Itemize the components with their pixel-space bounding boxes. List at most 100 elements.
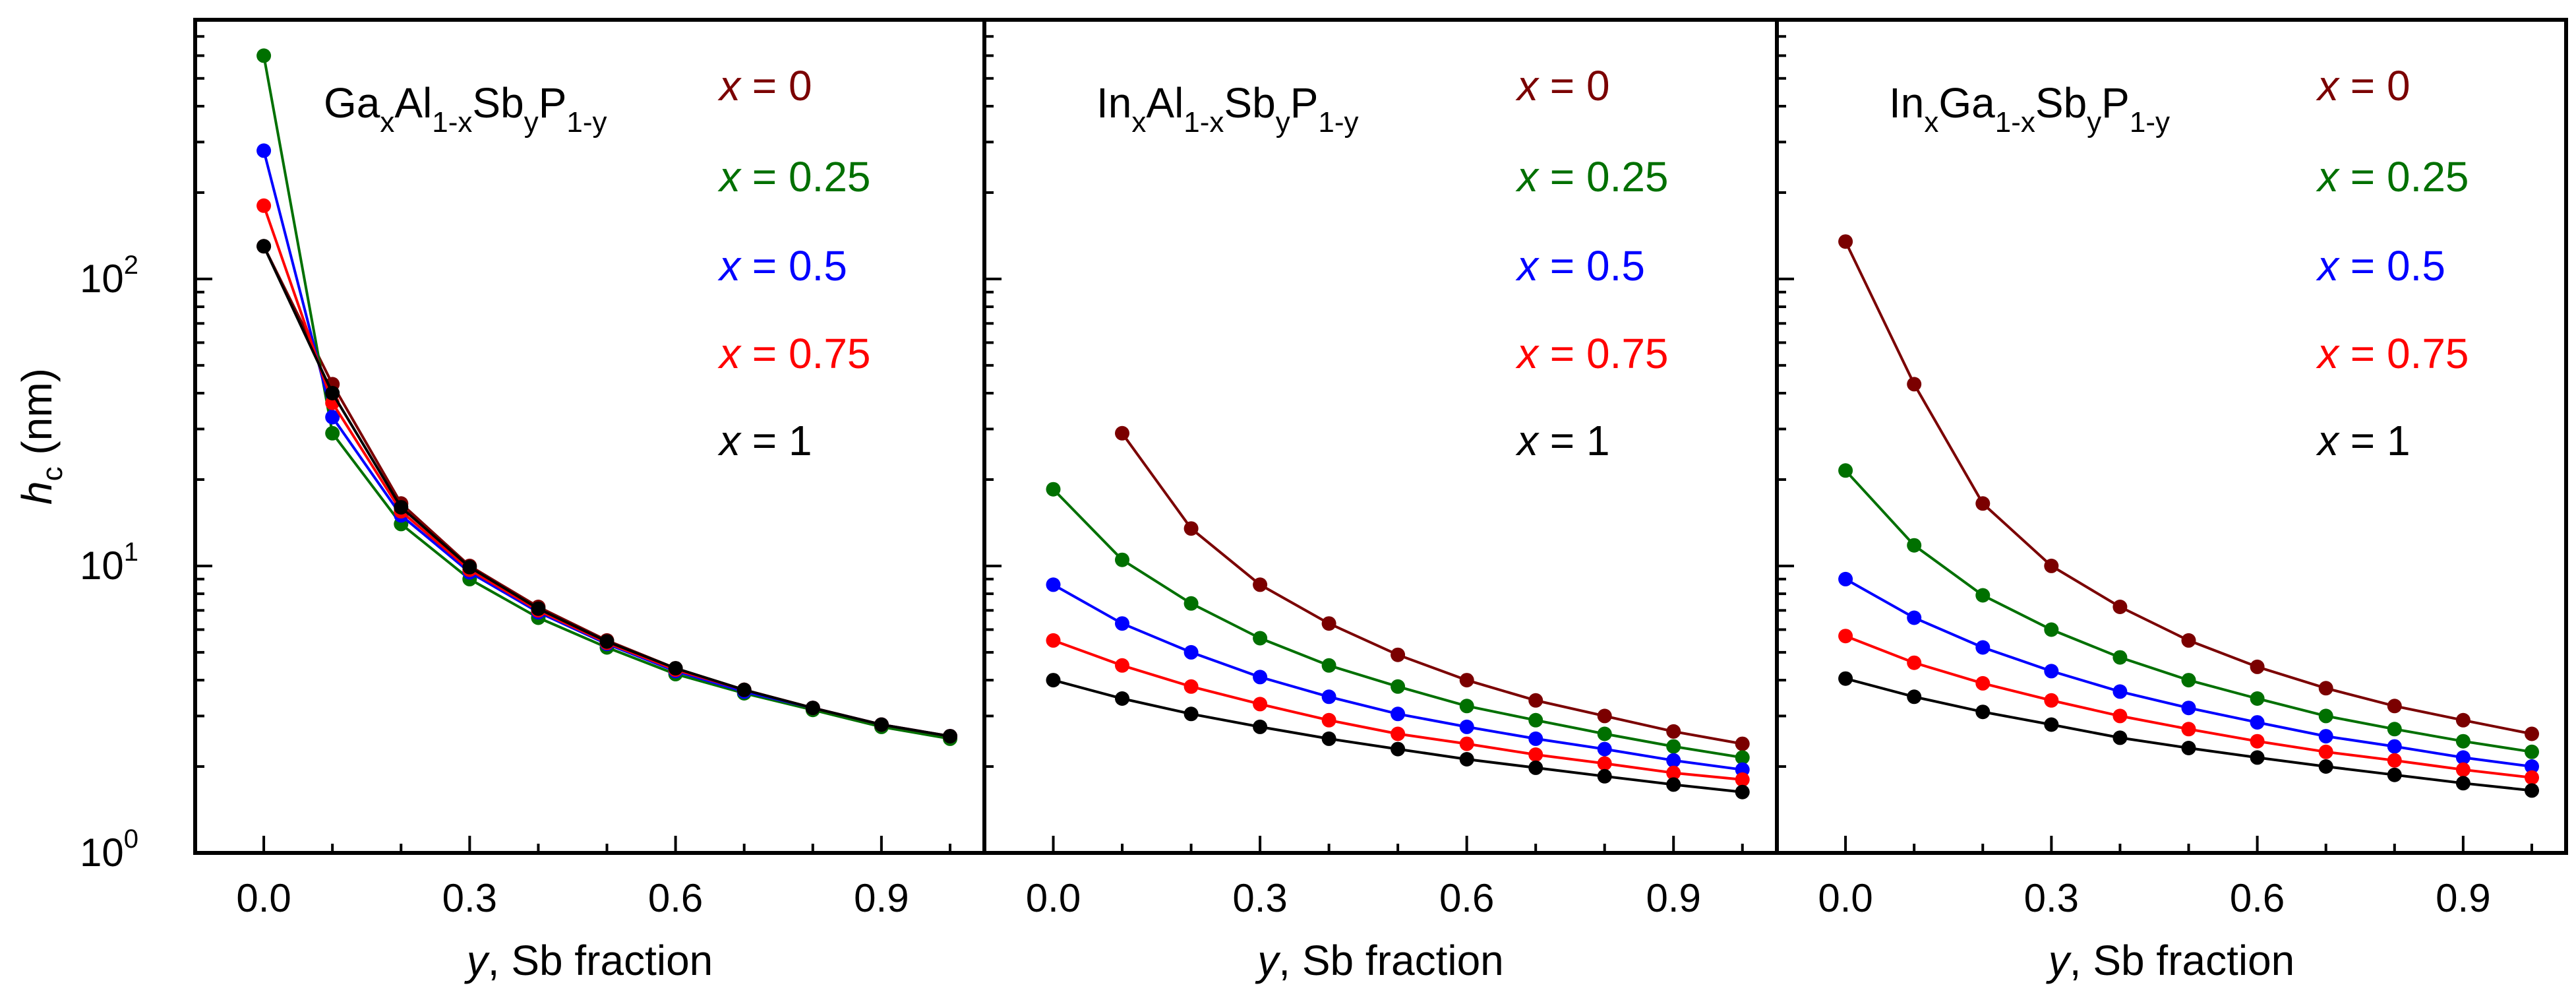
data-point xyxy=(2387,722,2402,737)
data-point xyxy=(1907,610,1922,625)
data-point xyxy=(2387,753,2402,768)
legend-entry: x = 0 xyxy=(1515,62,1610,110)
y-tick-label: 101 xyxy=(80,538,138,588)
data-point xyxy=(2387,767,2402,782)
data-point xyxy=(1046,482,1061,497)
x-tick-label: 0.9 xyxy=(854,876,909,920)
data-point xyxy=(1735,762,1750,777)
data-point xyxy=(1391,647,1406,662)
plot-content xyxy=(195,18,2539,854)
data-point xyxy=(2112,708,2128,724)
data-point xyxy=(1528,693,1543,708)
panel-1 xyxy=(195,18,957,854)
data-point xyxy=(2250,750,2265,765)
panel-2 xyxy=(984,18,1750,854)
data-point xyxy=(462,559,477,575)
data-point xyxy=(1391,726,1406,741)
x-tick-label: 0.3 xyxy=(1232,876,1287,920)
data-point xyxy=(2318,729,2333,744)
data-point xyxy=(256,239,272,254)
data-point xyxy=(2250,715,2265,730)
data-point xyxy=(1597,726,1612,741)
data-point xyxy=(2455,734,2471,749)
data-point xyxy=(2181,673,2196,688)
data-point xyxy=(1046,577,1061,592)
data-point xyxy=(1253,631,1268,646)
data-point xyxy=(1391,679,1406,694)
data-point xyxy=(2455,750,2471,765)
data-point xyxy=(1666,765,1681,780)
y-axis-title-group: hc (nm) xyxy=(13,368,69,505)
data-point xyxy=(1838,671,1853,686)
data-point xyxy=(1321,658,1336,673)
data-point xyxy=(1528,731,1543,746)
data-point xyxy=(2318,708,2333,724)
data-point xyxy=(1459,736,1474,751)
data-point xyxy=(1459,699,1474,714)
data-point xyxy=(2112,600,2128,614)
data-point xyxy=(2250,691,2265,706)
data-point xyxy=(325,410,340,425)
axis-labels: 0.0 0.3 0.6 0.9 y, Sb fraction GaxAl1-xSbyP1-… xyxy=(13,62,2491,984)
data-point xyxy=(1975,705,1991,720)
legend-entry: x = 0.25 xyxy=(717,153,871,201)
data-point xyxy=(2387,699,2402,714)
legend-entry: x = 0.25 xyxy=(1515,153,1669,201)
x-axis-title: y, Sb fraction xyxy=(2046,937,2295,984)
data-point xyxy=(1597,768,1612,784)
x-tick-label: 0.6 xyxy=(648,876,703,920)
data-point xyxy=(2525,744,2539,759)
data-point xyxy=(1253,670,1268,685)
data-point xyxy=(2181,701,2196,716)
data-point xyxy=(1838,629,1853,644)
data-point xyxy=(394,500,409,515)
panel-frames xyxy=(193,18,2568,855)
panel-1-frame xyxy=(193,18,986,855)
y-tick-label: 100 xyxy=(80,825,138,875)
data-point xyxy=(1183,596,1199,611)
data-point xyxy=(2387,739,2402,754)
legend-entry: x = 0 xyxy=(2316,62,2411,110)
data-point xyxy=(1666,753,1681,768)
data-point xyxy=(1391,706,1406,722)
data-point xyxy=(1735,772,1750,787)
data-point xyxy=(2525,726,2539,741)
data-point xyxy=(1253,577,1268,592)
x-tick-label: 0.6 xyxy=(1439,876,1494,920)
data-point xyxy=(1735,784,1750,799)
x-tick-label: 0.9 xyxy=(1646,876,1701,920)
series-line xyxy=(262,245,951,738)
data-point xyxy=(2318,744,2333,759)
y-axis-title: hc (nm) xyxy=(13,368,69,505)
panel-title: GaxAl1-xSbyP1-y xyxy=(324,79,607,139)
x-tick-label: 0.0 xyxy=(236,876,291,920)
data-point xyxy=(1321,731,1336,746)
data-point xyxy=(1046,633,1061,648)
data-point xyxy=(325,425,340,441)
legend-entry: x = 0 xyxy=(717,62,812,110)
data-point xyxy=(2112,730,2128,745)
data-point xyxy=(1838,463,1853,478)
panel-title: InxGa1-xSbyP1-y xyxy=(1889,79,2170,139)
data-point xyxy=(2044,622,2059,637)
data-point xyxy=(1666,777,1681,792)
data-point xyxy=(531,601,546,616)
data-point xyxy=(874,717,889,732)
data-point xyxy=(1115,691,1129,706)
data-point xyxy=(1115,552,1129,567)
data-point xyxy=(1046,673,1061,688)
data-point xyxy=(2044,693,2059,708)
legend-entry: x = 0.5 xyxy=(2316,242,2445,290)
data-point xyxy=(2455,762,2471,777)
data-point xyxy=(2250,734,2265,749)
legend-entry: x = 0.75 xyxy=(717,330,871,377)
data-point xyxy=(736,682,752,697)
data-point xyxy=(1528,712,1543,728)
data-point xyxy=(2181,741,2196,755)
data-point xyxy=(256,143,272,158)
data-point xyxy=(2181,633,2196,648)
data-point xyxy=(1666,724,1681,739)
data-point xyxy=(1838,234,1853,249)
data-point xyxy=(1597,756,1612,771)
data-point xyxy=(1183,706,1199,722)
